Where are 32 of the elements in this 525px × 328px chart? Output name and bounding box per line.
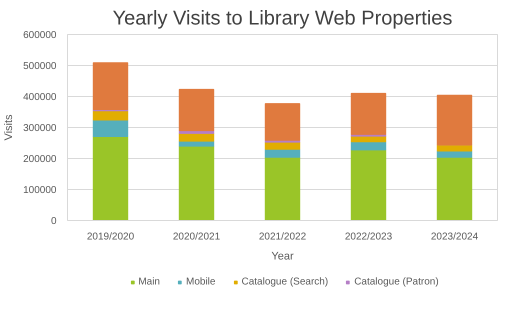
x-tick-label: 2022/2023 — [344, 232, 393, 242]
y-tick-label: 500000 — [23, 61, 57, 72]
bar — [92, 62, 128, 110]
bar — [436, 94, 472, 146]
bar — [264, 148, 300, 158]
bar — [92, 120, 128, 137]
legend-label: Catalogue (Search) — [241, 276, 328, 288]
bar — [436, 156, 472, 220]
bar — [350, 92, 386, 135]
chart-title: Yearly Visits to Library Web Properties — [112, 8, 452, 30]
bar — [264, 103, 300, 141]
y-tick-label: 100000 — [23, 185, 57, 196]
legend-label: Catalogue (Patron) — [354, 276, 439, 288]
y-tick-label: 200000 — [23, 154, 57, 165]
legend-label: Main — [138, 276, 160, 288]
x-axis-title: Year — [271, 250, 294, 262]
y-tick-label: 400000 — [23, 92, 57, 103]
y-tick-label: 0 — [50, 216, 57, 227]
bar — [178, 88, 214, 132]
legend-label: Mobile — [186, 276, 216, 288]
y-tick-label: 600000 — [23, 30, 57, 41]
bar — [264, 156, 300, 220]
x-tick-label: 2021/2022 — [258, 232, 307, 242]
bar — [92, 136, 128, 220]
bar — [350, 149, 386, 220]
x-tick-label: 2019/2020 — [86, 232, 135, 242]
y-tick-label: 300000 — [23, 123, 57, 134]
bar — [350, 136, 386, 142]
x-tick-label: 2020/2021 — [172, 232, 221, 242]
x-tick-label: 2023/2024 — [430, 232, 479, 242]
y-axis-title: Visits — [3, 114, 16, 141]
bar — [178, 146, 214, 220]
